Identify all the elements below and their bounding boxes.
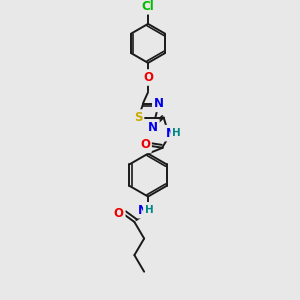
Text: Cl: Cl xyxy=(142,0,154,13)
Text: H: H xyxy=(145,205,153,215)
Text: O: O xyxy=(143,71,153,84)
Text: N: N xyxy=(166,127,176,140)
Text: S: S xyxy=(134,111,142,124)
Text: O: O xyxy=(114,207,124,220)
Text: N: N xyxy=(148,121,158,134)
Text: N: N xyxy=(138,204,148,217)
Text: O: O xyxy=(140,138,150,152)
Text: H: H xyxy=(172,128,181,138)
Text: N: N xyxy=(154,98,164,110)
